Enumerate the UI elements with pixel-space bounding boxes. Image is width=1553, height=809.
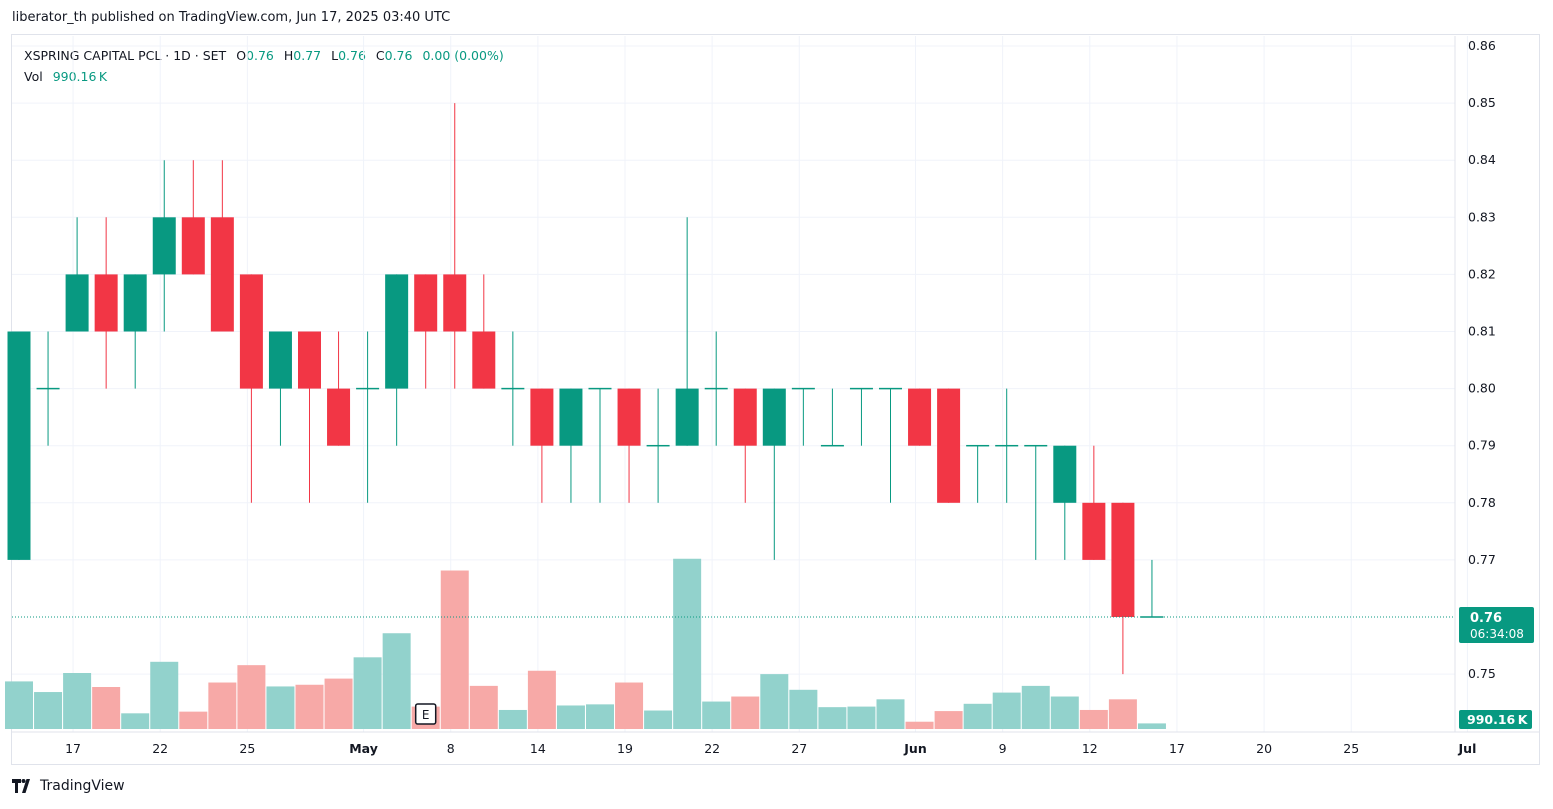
chart-legend: XSPRING CAPITAL PCL · 1D · SET O0.76 H0.… — [24, 45, 504, 87]
volume-label: Vol — [24, 69, 43, 84]
open-label: O — [236, 48, 247, 63]
volume-row: Vol 990.16 K — [24, 66, 504, 87]
open-value: 0.76 — [246, 48, 274, 63]
high-value: 0.77 — [293, 48, 322, 63]
ohlc-row: XSPRING CAPITAL PCL · 1D · SET O0.76 H0.… — [24, 45, 504, 66]
tradingview-logo-text: TradingView — [40, 778, 125, 794]
close-label: C — [375, 48, 385, 63]
volume-value: 990.16 K — [52, 69, 108, 84]
change-value: 0.00 (0.00%) — [422, 48, 504, 63]
tradingview-logo-icon — [12, 779, 30, 793]
symbol-label[interactable]: XSPRING CAPITAL PCL · 1D · SET — [24, 48, 227, 63]
publisher-line: liberator_th published on TradingView.co… — [12, 10, 451, 25]
low-value: 0.76 — [338, 48, 366, 63]
chart-frame — [11, 34, 1540, 765]
close-value: 0.76 — [384, 48, 413, 63]
tradingview-logo[interactable]: TradingView — [12, 778, 125, 794]
high-label: H — [283, 48, 294, 63]
low-label: L — [331, 48, 339, 63]
